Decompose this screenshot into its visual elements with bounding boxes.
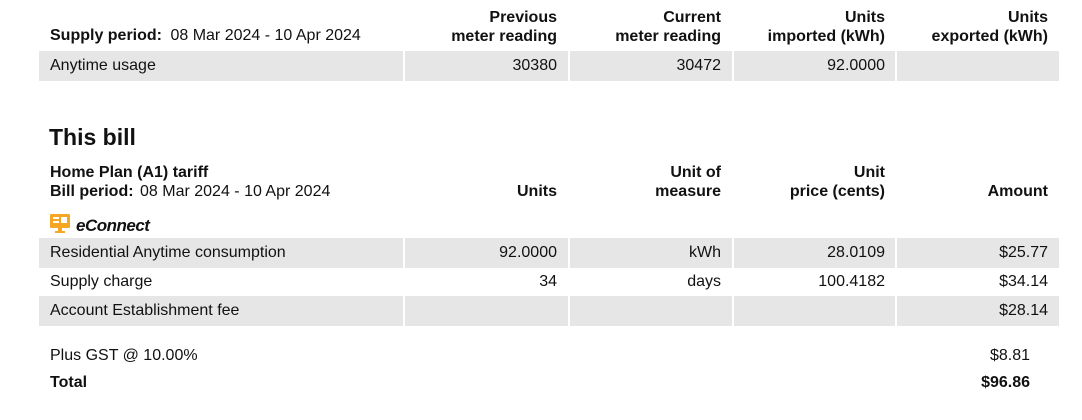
bill-row: Residential Anytime consumption 92.0000 … — [39, 238, 1059, 268]
total-amount: $96.86 — [981, 374, 1030, 391]
bill-period-label: Bill period: — [50, 183, 134, 200]
header-uom-line2: measure — [655, 183, 721, 200]
header-current-reading: Current meter reading — [570, 8, 721, 46]
bill-title: This bill — [49, 124, 136, 150]
item-label: Supply charge — [50, 273, 153, 290]
usage-row: Anytime usage 30380 30472 92.0000 — [39, 51, 1059, 81]
usage-imported: 92.0000 — [827, 57, 885, 74]
item-units: 34 — [539, 273, 557, 290]
supply-period: Supply period: 08 Mar 2024 - 10 Apr 2024 — [50, 27, 361, 45]
header-uom-line1: Unit of — [670, 164, 721, 181]
header-current-line2: meter reading — [615, 28, 721, 45]
item-label: Account Establishment fee — [50, 302, 240, 319]
supply-period-label: Supply period: — [50, 27, 162, 44]
item-price — [734, 296, 885, 326]
header-previous-line1: Previous — [489, 9, 557, 26]
item-price: 100.4182 — [818, 273, 885, 290]
item-units — [405, 296, 557, 326]
header-previous-line2: meter reading — [451, 28, 557, 45]
item-uom — [570, 296, 721, 326]
header-imported-line2: imported (kWh) — [767, 28, 885, 45]
header-current-line1: Current — [663, 9, 721, 26]
usage-label: Anytime usage — [50, 57, 156, 74]
bill-period-value: 08 Mar 2024 - 10 Apr 2024 — [140, 183, 331, 200]
header-amount: Amount — [987, 183, 1048, 200]
bill-row: Account Establishment fee $28.14 — [39, 296, 1059, 326]
header-price-line2: price (cents) — [789, 183, 885, 200]
header-units-exported: Units exported (kWh) — [895, 8, 1048, 46]
usage-exported — [897, 51, 1048, 81]
header-unit-price: Unit price (cents) — [730, 163, 885, 201]
total-label: Total — [50, 374, 88, 391]
item-uom: kWh — [689, 244, 721, 261]
bill-row: Supply charge 34 days 100.4182 $34.14 — [39, 267, 1059, 297]
item-price: 28.0109 — [827, 244, 885, 261]
item-amount: $34.14 — [999, 273, 1048, 290]
header-units-imported: Units imported (kWh) — [730, 8, 885, 46]
gst-label: Plus GST @ 10.00% — [50, 347, 198, 364]
item-units: 92.0000 — [499, 244, 557, 261]
supply-period-value: 08 Mar 2024 - 10 Apr 2024 — [170, 27, 361, 44]
header-units: Units — [517, 183, 557, 200]
usage-previous: 30380 — [512, 57, 558, 74]
item-amount: $28.14 — [999, 302, 1048, 319]
econnect-label: eConnect — [76, 216, 150, 235]
item-amount: $25.77 — [999, 244, 1048, 261]
item-uom: days — [687, 273, 721, 290]
econnect-logo-icon — [50, 214, 70, 233]
header-previous-reading: Previous meter reading — [400, 8, 557, 46]
item-label: Residential Anytime consumption — [50, 244, 286, 261]
usage-current: 30472 — [676, 57, 722, 74]
bill-tariff: Home Plan (A1) tariff — [50, 164, 209, 181]
header-imported-line1: Units — [845, 9, 885, 26]
header-exported-line1: Units — [1008, 9, 1048, 26]
gst-amount: $8.81 — [989, 347, 1030, 364]
header-unit-of-measure: Unit of measure — [570, 163, 721, 201]
header-price-line1: Unit — [853, 164, 885, 181]
header-exported-line2: exported (kWh) — [931, 28, 1048, 45]
bill-period: Bill period: 08 Mar 2024 - 10 Apr 2024 — [50, 182, 330, 201]
